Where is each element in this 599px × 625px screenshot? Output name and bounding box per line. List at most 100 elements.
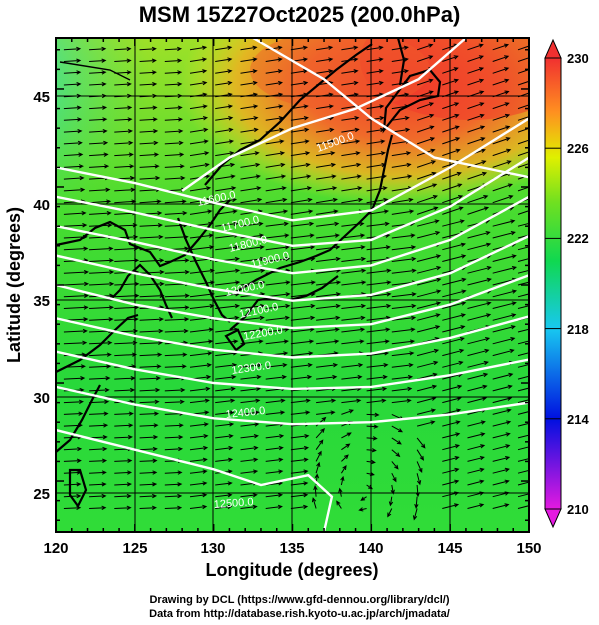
wind-arrow [492, 503, 510, 509]
x-axis-ticks [55, 38, 530, 532]
wind-arrow [139, 105, 158, 110]
colorbar-label-222: 222 [567, 231, 589, 246]
wind-arrow [517, 151, 529, 157]
wind-arrow [265, 197, 288, 204]
wind-arrow [316, 57, 334, 62]
wind-arrow [290, 351, 314, 357]
wind-arrow [89, 199, 112, 204]
wind-arrow [265, 339, 289, 345]
x-tick-label-125: 125 [122, 540, 147, 557]
wind-arrow [391, 69, 410, 74]
wind-arrow [387, 508, 393, 518]
wind-arrow [240, 422, 260, 427]
wind-arrow [391, 339, 416, 345]
wind-arrow [63, 482, 82, 487]
wind-arrow [240, 339, 264, 345]
wind-arrow [215, 268, 241, 274]
wind-arrow [114, 117, 133, 122]
wind-arrow [340, 465, 347, 474]
wind-arrow [89, 46, 107, 52]
wind-arrow [341, 398, 362, 404]
y-axis-tick-labels: 45 40 35 30 25 [33, 89, 50, 503]
wind-arrow [517, 281, 529, 286]
wind-arrow [517, 505, 529, 509]
wind-arrow [164, 352, 188, 357]
wind-arrow [492, 348, 515, 357]
wind-arrow [290, 209, 314, 215]
wind-arrow [189, 327, 214, 333]
wind-arrow [215, 410, 235, 415]
wind-arrow [114, 293, 140, 298]
wind-arrow [139, 140, 159, 146]
wind-arrow [290, 245, 316, 251]
wind-arrow [492, 313, 517, 321]
wind-arrow [290, 493, 309, 498]
wind-arrow [139, 505, 157, 511]
wind-arrow [290, 280, 316, 286]
wind-arrow [139, 482, 158, 487]
wind-arrow [290, 92, 309, 98]
wind-arrow [316, 398, 337, 404]
wind-arrow [290, 410, 311, 415]
wind-arrow [517, 434, 529, 439]
wind-arrow [467, 479, 485, 486]
wind-arrow [341, 374, 363, 380]
wind-arrow [442, 467, 460, 474]
contour-line-11800 [56, 156, 529, 248]
wind-arrow [366, 484, 373, 490]
credit-data-source: Data from http://database.rish.kyoto-u.a… [149, 608, 450, 620]
wind-arrow [366, 221, 390, 227]
wind-arrow [139, 175, 161, 181]
wind-arrow [467, 242, 492, 251]
wind-arrow [316, 374, 338, 380]
wind-arrow [240, 186, 262, 192]
wind-arrow [240, 374, 262, 380]
wind-arrow [114, 352, 138, 357]
wind-arrow [416, 313, 441, 321]
wind-arrow [215, 374, 237, 380]
wind-arrow [63, 152, 84, 157]
wind-arrow [114, 340, 138, 346]
wind-arrow [164, 505, 183, 511]
wind-arrow [63, 140, 83, 146]
wind-arrow [189, 445, 209, 451]
wind-arrow [63, 58, 82, 63]
wind-arrow [467, 313, 492, 321]
wind-arrow [240, 104, 259, 110]
wind-arrow [114, 493, 132, 499]
wind-arrow [240, 280, 266, 286]
wind-arrow [240, 57, 258, 62]
wind-arrow [492, 396, 513, 404]
wind-arrow [189, 481, 208, 486]
wind-arrow [189, 303, 215, 309]
contour-label-12300: 12300.0 [231, 360, 272, 377]
wind-arrow [89, 493, 107, 499]
wind-arrow [265, 233, 290, 239]
wind-arrow [311, 497, 317, 509]
wind-arrow [89, 364, 112, 369]
wind-arrow [63, 423, 83, 428]
wind-arrow [164, 117, 184, 122]
wind-arrow [139, 340, 163, 346]
colorbar-label-230: 230 [567, 51, 589, 66]
wind-arrow [290, 457, 309, 463]
wind-arrow [114, 129, 133, 134]
wind-arrow [416, 461, 423, 474]
wind-arrow [416, 171, 437, 180]
wind-arrow [316, 69, 334, 74]
wind-arrow [265, 315, 290, 321]
wind-arrow [240, 139, 260, 145]
wind-arrow [341, 162, 362, 168]
wind-arrow [265, 116, 284, 121]
wind-arrow [366, 398, 387, 404]
x-tick-label-140: 140 [358, 540, 383, 557]
wind-arrow [467, 231, 491, 239]
wind-arrow [341, 339, 365, 345]
wind-arrow [366, 69, 384, 74]
wind-arrow [341, 268, 367, 274]
wind-arrow [114, 435, 133, 440]
contour-line-11500 [252, 38, 529, 179]
wind-arrow [366, 57, 384, 62]
wind-arrow [414, 496, 419, 509]
wind-arrow [316, 233, 340, 239]
